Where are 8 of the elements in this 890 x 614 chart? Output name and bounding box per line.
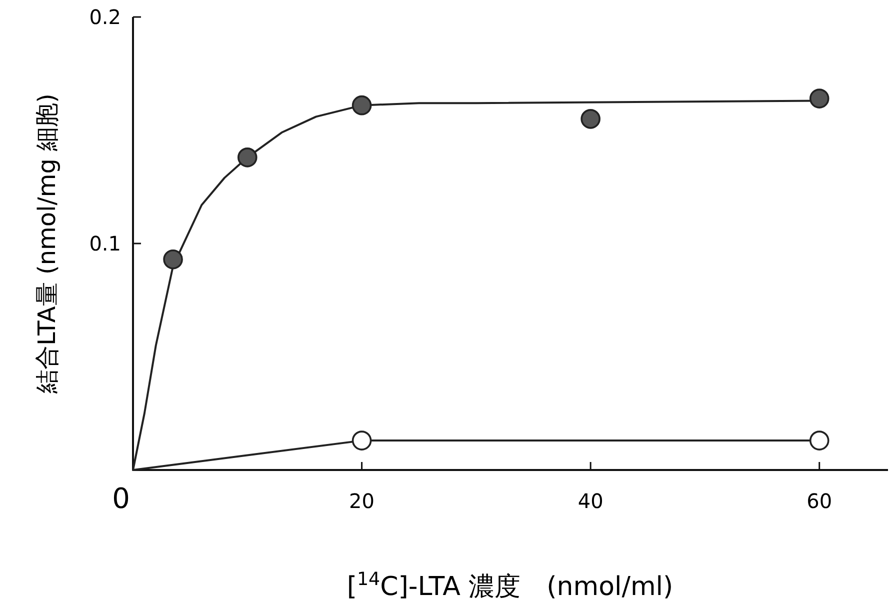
x-tick-label: 40	[578, 489, 604, 513]
x-tick-label: 60	[806, 489, 832, 513]
y-tick-label: 0.2	[89, 5, 121, 29]
y-tick-label: 0.1	[89, 232, 121, 256]
x-tick-label: 20	[349, 489, 375, 513]
x-axis-title: [$^{14}$C]-LTA 濃度 (nmol/ml)	[346, 568, 674, 602]
y-axis-title: 結合LTA量 (nmol/mg 細胞)	[33, 94, 61, 394]
x-tick-label: 0	[112, 482, 130, 515]
